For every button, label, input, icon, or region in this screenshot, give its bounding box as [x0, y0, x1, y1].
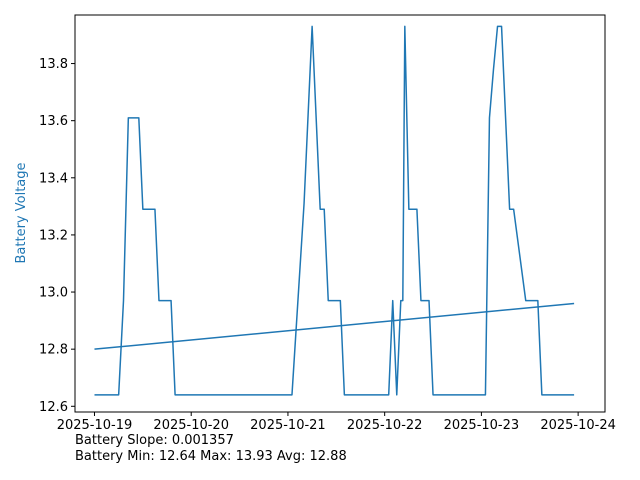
battery-slope-text: Battery Slope: 0.001357	[75, 433, 234, 448]
y-tick-label: 13.0	[39, 286, 68, 301]
y-tick-label: 13.2	[39, 228, 68, 243]
x-axis: 2025-10-19 2025-10-20 2025-10-21 2025-10-22…	[57, 412, 616, 433]
y-axis-label: Battery Voltage	[14, 162, 29, 263]
y-axis: 12.6 12.8 13.0 13.2 13.4 13.6 13.8	[39, 57, 75, 415]
x-tick-label: 2025-10-23	[444, 418, 520, 433]
x-tick-label: 2025-10-24	[540, 418, 616, 433]
x-tick-label: 2025-10-19	[57, 418, 133, 433]
x-tick-label: 2025-10-21	[250, 418, 326, 433]
battery-minmax-text: Battery Min: 12.64 Max: 13.93 Avg: 12.88	[75, 449, 347, 464]
trend-line	[94, 302, 575, 350]
x-tick-label: 2025-10-22	[347, 418, 423, 433]
voltage-series-line	[94, 25, 575, 396]
y-tick-label: 12.6	[39, 400, 68, 415]
y-tick-label: 12.8	[39, 343, 68, 358]
plot-frame	[74, 14, 606, 413]
y-tick-label: 13.8	[39, 57, 68, 72]
y-tick-label: 13.6	[39, 114, 68, 129]
x-tick-label: 2025-10-20	[153, 418, 229, 433]
y-tick-label: 13.4	[39, 171, 68, 186]
